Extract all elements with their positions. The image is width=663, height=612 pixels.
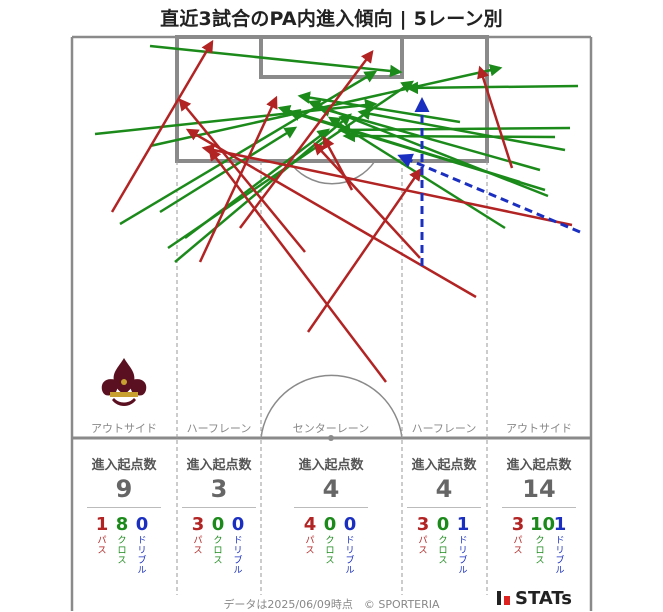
- breakdown-outside-left: 1 パス 8 クロス 0 ドリブル: [84, 514, 184, 580]
- stats-logo: STATs: [497, 588, 572, 609]
- logo-mark-accent-icon: [504, 596, 510, 605]
- cross-count: 10: [530, 514, 556, 535]
- pass-count: 3: [416, 514, 430, 535]
- cross-label: クロス: [117, 536, 127, 566]
- dribble-label: ドリブル: [458, 536, 468, 576]
- stat-label: 進入起点数: [506, 458, 572, 473]
- lane-name-center: センターレーン: [292, 422, 370, 435]
- entry-total: 9: [115, 475, 133, 503]
- dribble-label: ドリブル: [555, 536, 565, 576]
- dribble-count: 1: [456, 514, 470, 535]
- dribble-count: 0: [135, 514, 149, 535]
- divider: [502, 507, 576, 508]
- lane-dividers: [176, 161, 488, 595]
- pitch-lines: [70, 35, 593, 611]
- stat-label: 進入起点数: [298, 458, 364, 473]
- stat-label: 進入起点数: [411, 458, 477, 473]
- cross-count: 8: [115, 514, 129, 535]
- dribble-arrows: [397, 97, 581, 266]
- divider: [87, 507, 161, 508]
- pass-label: パス: [193, 536, 203, 556]
- cross-arrows: [94, 44, 579, 263]
- divider: [407, 507, 481, 508]
- dribble-count: 0: [231, 514, 245, 535]
- dribble-label: ドリブル: [345, 536, 355, 576]
- stat-label: 進入起点数: [91, 458, 157, 473]
- cross-count: 0: [436, 514, 450, 535]
- pass-count: 4: [303, 514, 317, 535]
- dribble-count: 1: [553, 514, 567, 535]
- lane-name-halfspace-right: ハーフレーン: [411, 422, 477, 435]
- entry-total: 14: [522, 475, 556, 503]
- pass-count: 3: [511, 514, 525, 535]
- footer-credit: データは2025/06/09時点 © SPORTERIA: [223, 598, 440, 611]
- pass-count: 3: [191, 514, 205, 535]
- cross-label: クロス: [535, 536, 545, 566]
- cross-count: 0: [211, 514, 225, 535]
- cross-count: 0: [323, 514, 337, 535]
- pass-count: 1: [95, 514, 109, 535]
- logo-mark-icon: [497, 591, 501, 605]
- pass-label: パス: [418, 536, 428, 556]
- logo-text: STATs: [515, 588, 572, 609]
- pass-label: パス: [305, 536, 315, 556]
- lane-name-outside-right: アウトサイド: [506, 422, 572, 435]
- stat-label: 進入起点数: [186, 458, 252, 473]
- page-title: 直近3試合のPA内進入傾向 | 5レーン別: [160, 8, 503, 30]
- pass-label: パス: [97, 536, 107, 556]
- dribble-label: ドリブル: [137, 536, 147, 576]
- dribble-count: 0: [343, 514, 357, 535]
- lane-name-halfspace-left: ハーフレーン: [186, 422, 252, 435]
- breakdown-center: 4 パス 0 クロス 0 ドリブル: [292, 514, 392, 580]
- pass-label: パス: [513, 536, 523, 556]
- entry-total: 4: [435, 475, 453, 503]
- entry-total: 4: [322, 475, 340, 503]
- lane-name-outside-left: アウトサイド: [91, 422, 157, 435]
- divider: [182, 507, 256, 508]
- breakdown-halfspace-right: 3 パス 0 クロス 1 ドリブル: [405, 514, 505, 580]
- breakdown-halfspace-left: 3 パス 0 クロス 0 ドリブル: [180, 514, 280, 580]
- divider: [294, 507, 368, 508]
- cross-label: クロス: [325, 536, 335, 566]
- pass-arrows: [110, 39, 573, 383]
- club-crest-icon: [101, 358, 147, 406]
- dribble-label: ドリブル: [233, 536, 243, 576]
- breakdown-outside-right: 3 パス 10 クロス 1 ドリブル: [500, 514, 600, 580]
- cross-label: クロス: [438, 536, 448, 566]
- entry-total: 3: [210, 475, 228, 503]
- cross-label: クロス: [213, 536, 223, 566]
